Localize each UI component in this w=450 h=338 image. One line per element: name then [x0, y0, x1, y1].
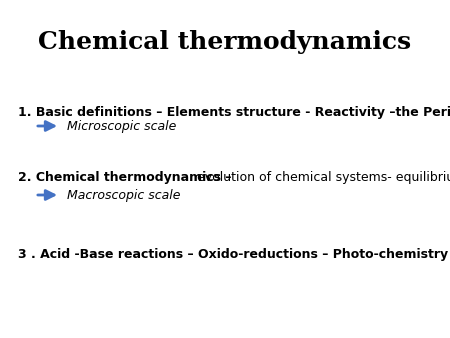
Text: evolution of chemical systems- equilibrium –: evolution of chemical systems- equilibri…: [193, 171, 450, 184]
Text: 1. Basic definitions – Elements structure - Reactivity –the Periodic table: 1. Basic definitions – Elements structur…: [18, 106, 450, 119]
Text: Macroscopic scale: Macroscopic scale: [67, 189, 180, 202]
Text: Microscopic scale: Microscopic scale: [67, 120, 176, 133]
Text: 2. Chemical thermodynamics –: 2. Chemical thermodynamics –: [18, 171, 231, 184]
Text: Chemical thermodynamics: Chemical thermodynamics: [38, 30, 412, 54]
Text: 3 . Acid -Base reactions – Oxido-reductions – Photo-chemistry: 3 . Acid -Base reactions – Oxido-reducti…: [18, 248, 448, 261]
